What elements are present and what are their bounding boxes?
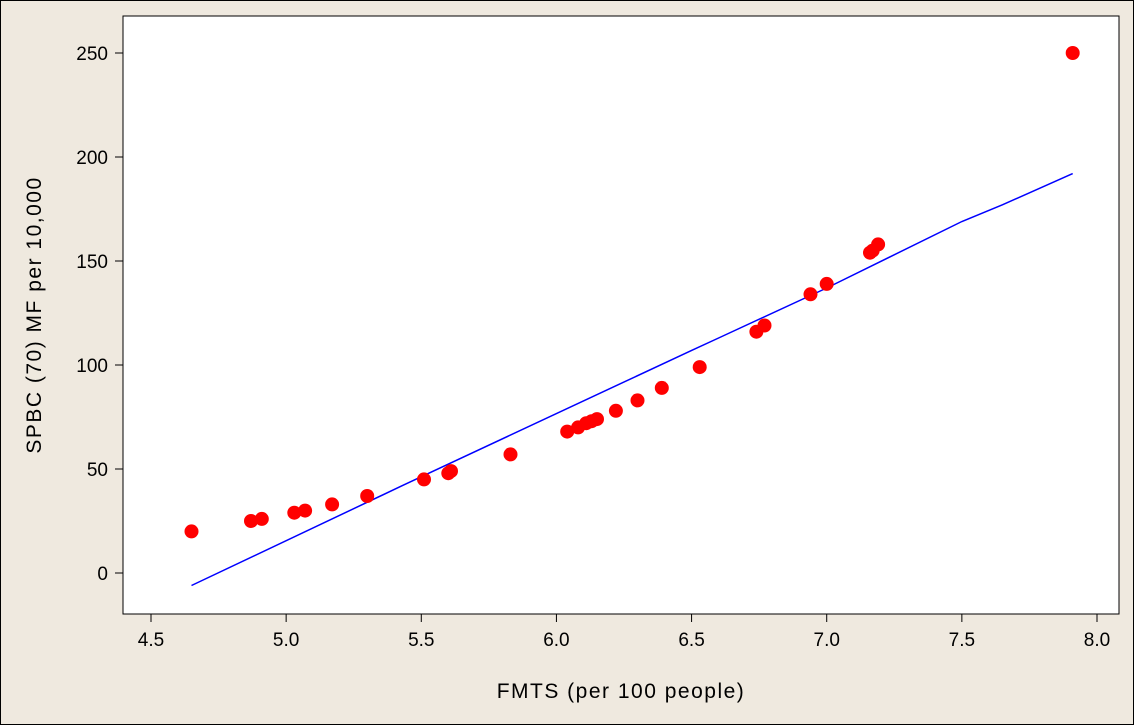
data-point: [590, 412, 604, 427]
y-tick-label: 150: [76, 252, 108, 273]
fit-line: [191, 172, 1074, 587]
data-point: [819, 276, 834, 291]
data-point: [871, 237, 886, 252]
x-axis-title: FMTS (per 100 people): [497, 680, 746, 703]
y-axis: 0 50 100 150 200 250: [76, 44, 123, 585]
y-tick-label: 100: [76, 356, 108, 377]
data-point: [803, 287, 818, 302]
x-tick-label: 7.5: [949, 630, 975, 651]
data-point: [757, 318, 772, 333]
data-point: [298, 503, 313, 518]
x-tick-label: 6.0: [543, 630, 569, 651]
x-tick-label: 5.5: [408, 630, 434, 651]
y-tick-label: 50: [87, 460, 108, 481]
y-tick-label: 200: [76, 148, 108, 169]
data-point: [325, 497, 340, 512]
data-point: [444, 464, 458, 479]
x-tick-label: 6.5: [678, 630, 704, 651]
data-point: [184, 524, 199, 539]
data-point: [244, 514, 258, 528]
x-axis: 4.5 5.0 5.5 6.0 6.5 7.0 7.5 8.0: [138, 614, 1110, 651]
data-point: [608, 403, 623, 418]
x-tick-label: 8.0: [1084, 630, 1110, 651]
data-point: [692, 360, 707, 375]
data-point: [630, 393, 645, 408]
data-point: [1065, 46, 1080, 60]
data-points: [184, 46, 1080, 539]
x-tick-label: 7.0: [814, 630, 840, 651]
y-tick-label: 250: [76, 44, 108, 65]
plot-area: [122, 15, 1120, 615]
data-point: [503, 447, 518, 462]
data-point: [287, 505, 302, 520]
data-point: [654, 380, 669, 395]
data-point: [417, 472, 431, 487]
x-tick-label: 4.5: [138, 630, 164, 651]
data-point: [254, 511, 269, 526]
y-axis-title: SPBC (70) MF per 10,000: [23, 176, 46, 453]
data-point: [560, 424, 575, 439]
x-tick-label: 5.0: [273, 630, 299, 651]
data-point: [360, 489, 375, 503]
y-tick-label: 0: [97, 564, 108, 585]
